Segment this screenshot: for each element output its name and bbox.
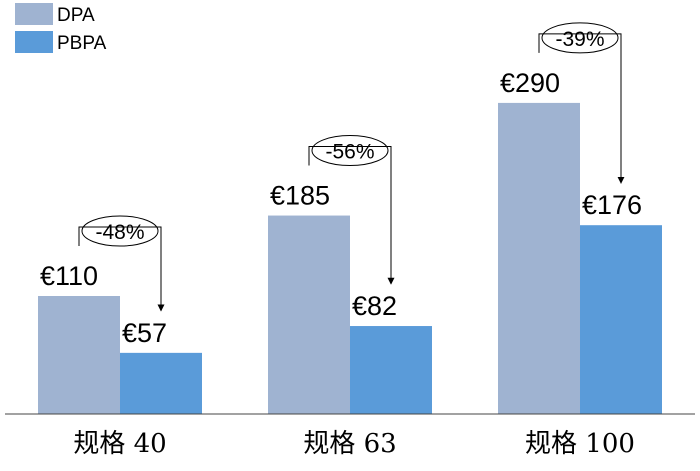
bar-dpa-3 xyxy=(498,102,580,414)
change-bubble-1 xyxy=(81,215,159,247)
change-label-1: -48% xyxy=(95,221,144,244)
x-tick-label-2: 规格 63 xyxy=(303,429,396,459)
legend: DPA PBPA xyxy=(15,3,107,54)
data-label-dpa-2: €185 xyxy=(270,181,330,211)
data-label-pbpa-3: €176 xyxy=(582,190,642,220)
bar-dpa-2 xyxy=(268,215,350,414)
legend-label-pbpa: PBPA xyxy=(57,33,107,54)
change-bubble-2 xyxy=(311,135,389,167)
data-label-dpa-3: €290 xyxy=(500,68,560,98)
bar-pbpa-2 xyxy=(350,326,432,414)
change-label-2: -56% xyxy=(325,141,374,164)
bar-pbpa-3 xyxy=(580,225,662,414)
x-tick-label-1: 规格 40 xyxy=(73,429,166,459)
data-label-pbpa-1: €57 xyxy=(122,318,167,348)
change-arrow-2 xyxy=(308,146,395,285)
legend-swatch-pbpa xyxy=(15,31,53,53)
x-tick-labels: 规格 40 规格 63 规格 100 xyxy=(73,429,635,459)
data-label-dpa-1: €110 xyxy=(40,261,98,291)
bars-group: €110 €57 €185 €82 €290 €176 xyxy=(38,68,662,414)
change-arrow-1 xyxy=(78,226,165,312)
legend-label-dpa: DPA xyxy=(57,5,95,26)
change-arrow-3 xyxy=(538,33,625,184)
change-bubble-3 xyxy=(541,22,619,54)
change-label-3: -39% xyxy=(555,28,604,51)
legend-swatch-dpa xyxy=(15,3,53,25)
data-label-pbpa-2: €82 xyxy=(352,291,397,321)
x-tick-label-3: 规格 100 xyxy=(525,429,635,459)
bar-pbpa-1 xyxy=(120,352,202,414)
annotations-group: -48% -56% -39% xyxy=(78,22,625,312)
bar-dpa-1 xyxy=(38,296,120,414)
